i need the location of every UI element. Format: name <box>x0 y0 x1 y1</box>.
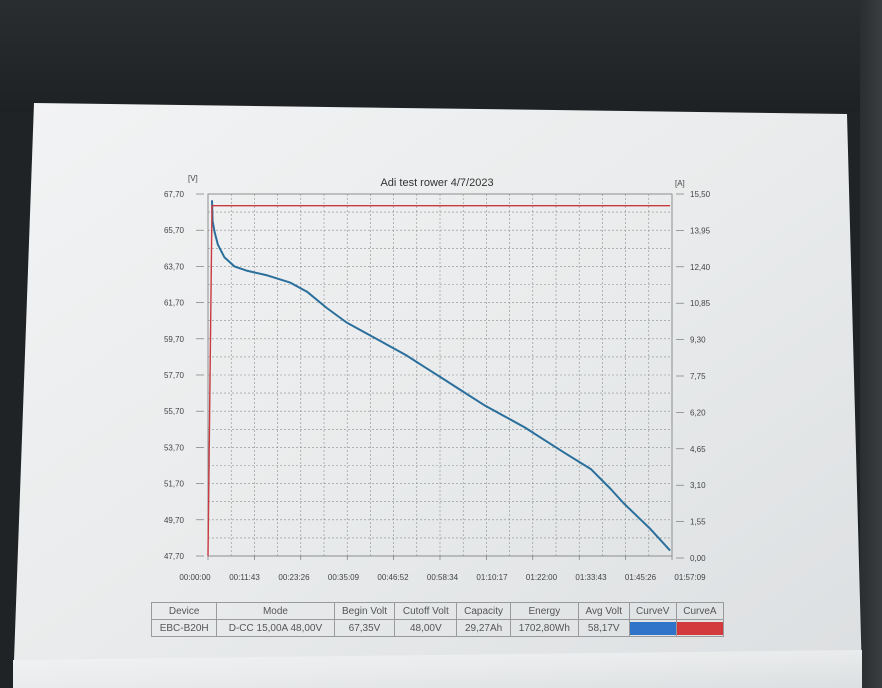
y-right-tick-label: 10,85 <box>690 299 711 308</box>
header-device: Device <box>150 602 218 620</box>
series-layer <box>207 200 671 557</box>
x-tick-label: 01:22:00 <box>526 573 558 582</box>
x-tick-label: 00:11:43 <box>229 573 260 582</box>
cell-capacity: 29,27Ah <box>456 619 511 637</box>
grid-layer <box>207 193 673 557</box>
paper-sheet-bottom <box>13 650 862 688</box>
cell-curve-v-swatch <box>628 619 677 637</box>
y-left-tick-label: 61,70 <box>164 299 185 308</box>
paper-sheet <box>13 103 862 688</box>
y-left-tick-label: 47,70 <box>164 552 185 561</box>
y-left-tick-label: 67,70 <box>164 190 185 199</box>
y-right-tick-label: 1,55 <box>690 518 706 527</box>
header-cutoff-volt: Cutoff Volt <box>394 602 458 620</box>
x-tick-label: 00:23:26 <box>278 573 310 582</box>
header-energy: Energy <box>509 602 579 620</box>
x-tick-label: 01:33:43 <box>575 573 607 582</box>
y-right-tick-label: 7,75 <box>690 372 706 381</box>
header-mode: Mode <box>216 602 335 620</box>
background-dark-area <box>0 0 882 112</box>
cell-mode: D-CC 15,00A 48,00V <box>216 619 335 637</box>
y-left-tick-label: 59,70 <box>164 335 185 344</box>
header-avg-volt: Avg Volt <box>577 602 630 620</box>
left-axis-unit: [V] <box>188 174 198 183</box>
curve-v-swatch <box>629 621 676 635</box>
right-axis-unit: [A] <box>675 179 685 188</box>
voltage-series-line <box>211 200 671 552</box>
cell-device: EBC-B20H <box>150 619 218 637</box>
y-left-tick-label: 63,70 <box>164 262 185 271</box>
cell-cutoff-volt: 48,00V <box>394 619 458 637</box>
info-table-data-row: EBC-B20H D-CC 15,00A 48,00V 67,35V 48,00… <box>150 619 725 637</box>
y-right-tick-label: 13,95 <box>690 226 711 235</box>
info-table-header-row: Device Mode Begin Volt Cutoff Volt Capac… <box>150 602 725 620</box>
curve-a-swatch <box>676 621 723 635</box>
x-tick-label: 00:46:52 <box>377 573 409 582</box>
y-left-tick-label: 65,70 <box>164 226 185 235</box>
y-right-tick-label: 6,20 <box>690 408 706 417</box>
y-right-tick-label: 0,00 <box>690 554 706 563</box>
cell-energy: 1702,80Wh <box>509 619 579 637</box>
current-series-line <box>207 204 671 557</box>
x-tick-label: 00:00:00 <box>179 573 211 582</box>
x-tick-label: 00:58:34 <box>427 573 459 582</box>
y-left-tick-label: 55,70 <box>164 407 185 416</box>
y-right-tick-label: 12,40 <box>690 263 711 272</box>
x-tick-label: 01:45:26 <box>625 573 657 582</box>
header-curve-v: CurveV <box>628 602 677 620</box>
cell-begin-volt: 67,35V <box>333 619 396 637</box>
chart-title: Adi test rower 4/7/2023 <box>380 177 493 189</box>
header-curve-a: CurveA <box>675 602 725 620</box>
header-capacity: Capacity <box>456 602 511 620</box>
axis-layer: 00:00:00 00:11:43 00:23:26 00:35:09 00:46:52… <box>164 190 711 582</box>
cell-avg-volt: 58,17V <box>577 619 630 637</box>
y-right-tick-label: 3,10 <box>690 481 706 490</box>
y-left-tick-label: 49,70 <box>164 516 185 525</box>
y-left-tick-label: 51,70 <box>164 480 185 489</box>
y-right-tick-label: 4,65 <box>690 445 706 454</box>
y-left-tick-label: 53,70 <box>164 443 185 452</box>
x-tick-label: 01:10:17 <box>476 573 508 582</box>
x-tick-label: 00:35:09 <box>328 573 360 582</box>
y-left-tick-label: 57,70 <box>164 371 185 380</box>
label-layer: Adi test rower 4/7/2023 [V] [A] <box>188 174 685 189</box>
x-tick-label: 01:57:09 <box>674 573 706 582</box>
background-edge <box>860 0 882 688</box>
y-right-tick-label: 9,30 <box>690 336 706 345</box>
info-table: Device Mode Begin Volt Cutoff Volt Capac… <box>150 602 725 637</box>
header-begin-volt: Begin Volt <box>333 602 396 620</box>
y-right-tick-label: 15,50 <box>690 190 711 199</box>
cell-curve-a-swatch <box>675 619 725 637</box>
